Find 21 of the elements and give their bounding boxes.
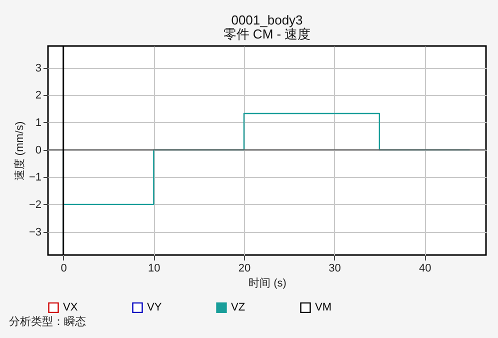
y-tick-label: 2 — [35, 90, 42, 102]
x-tick-label: 0 — [60, 262, 67, 274]
y-tick-label: −1 — [28, 172, 42, 184]
y-tick-label: 0 — [35, 144, 42, 156]
y-tick-label: −3 — [28, 226, 42, 238]
y-axis-title: 速度 (mm/s) — [12, 121, 26, 181]
chart-title: 0001_body3 — [231, 12, 303, 28]
x-tick-label: 20 — [238, 262, 251, 274]
chart-subtitle: 零件 CM - 速度 — [223, 26, 311, 42]
y-tick-label: 3 — [35, 62, 42, 74]
x-tick-label: 40 — [418, 262, 432, 274]
x-axis-title: 时间 (s) — [248, 276, 286, 290]
legend-label: VX — [63, 302, 78, 314]
y-tick-label: −2 — [28, 198, 42, 211]
x-tick-label: 30 — [328, 262, 341, 274]
legend-label: VM — [315, 302, 332, 314]
legend-label: VZ — [231, 302, 246, 314]
text: 分析类型：瞬态 — [9, 314, 86, 329]
legend-label: VY — [147, 302, 162, 314]
y-tick-label: 1 — [35, 116, 42, 129]
x-tick-label: 10 — [148, 262, 160, 274]
